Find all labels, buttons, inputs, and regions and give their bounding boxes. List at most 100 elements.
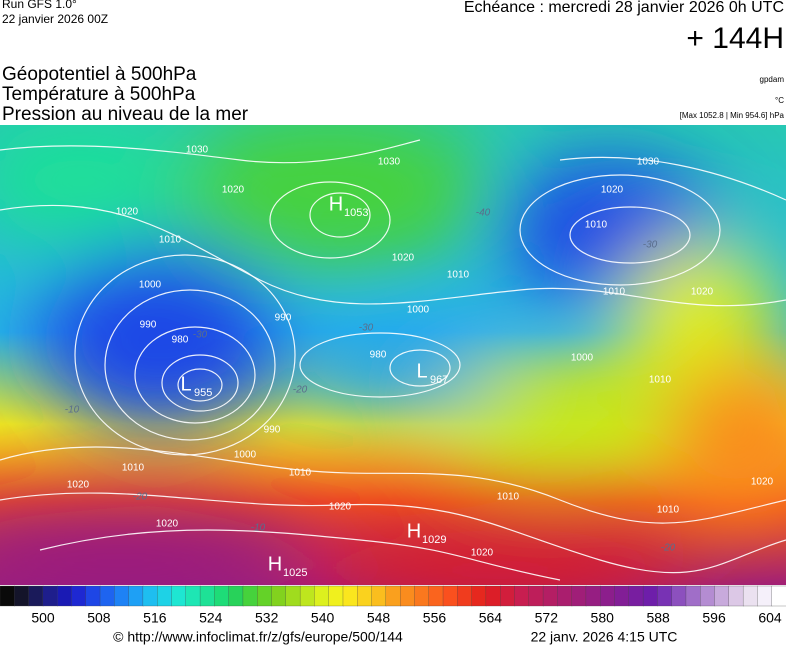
colorbar-swatch	[57, 585, 73, 607]
valid-time: Echéance : mercredi 28 janvier 2026 0h U…	[464, 0, 784, 16]
colorbar-swatch	[171, 585, 187, 607]
colorbar-swatch	[342, 585, 358, 607]
pressure-center-letter: L	[180, 373, 191, 395]
field-title: Température à 500hPa	[2, 84, 196, 105]
colorbar-swatch	[0, 585, 15, 607]
isobar-label: 1030	[186, 145, 209, 156]
colorbar-swatch	[671, 585, 687, 607]
colorbar-swatch	[199, 585, 216, 607]
isobar-label: 1030	[378, 157, 401, 168]
temperature-label: -40	[476, 208, 491, 219]
colorbar-swatch	[14, 585, 30, 607]
isobar-label: 1020	[392, 253, 415, 264]
colorbar-swatch	[614, 585, 630, 607]
colorbar-swatch	[471, 585, 487, 607]
colorbar-tick-label: 540	[311, 610, 335, 626]
isobar-label: 990	[140, 320, 157, 331]
colorbar-swatch	[442, 585, 458, 607]
isobar-label: 980	[172, 335, 189, 346]
pressure-center-letter: L	[416, 360, 427, 382]
colorbar-tick-label: 564	[479, 610, 503, 626]
colorbar-tick-label: 532	[255, 610, 279, 626]
colorbar-swatch	[657, 585, 673, 607]
colorbar-swatch	[399, 585, 416, 607]
unit: gpdam	[760, 75, 785, 84]
colorbar-swatch	[628, 585, 644, 607]
colorbar-swatch	[328, 585, 344, 607]
colorbar-swatch	[414, 585, 430, 607]
pressure-center-value: 967	[430, 374, 448, 386]
colorbar-swatch	[142, 585, 158, 607]
isobar-label: 1010	[159, 235, 182, 246]
isobar-label: 1020	[471, 548, 494, 559]
colorbar-swatch	[128, 585, 144, 607]
colorbar-swatch	[114, 585, 130, 607]
isobar-label: 1010	[122, 463, 145, 474]
temperature-label: -30	[359, 323, 374, 334]
pressure-center-value: 1053	[344, 207, 368, 219]
colorbar-swatch	[385, 585, 401, 607]
colorbar-tick-label: 516	[143, 610, 167, 626]
colorbar-swatch	[314, 585, 330, 607]
colorbar-swatch	[514, 585, 530, 607]
isobar-label: 1000	[407, 305, 430, 316]
unit: °C	[775, 96, 784, 105]
field-title: Géopotentiel à 500hPa	[2, 64, 197, 85]
isobar-label: 1010	[603, 287, 626, 298]
colorbar-swatch	[757, 585, 773, 607]
colorbar-tick-label: 588	[646, 610, 670, 626]
isobar-label: 1020	[67, 480, 90, 491]
colorbar-tick-label: 580	[591, 610, 615, 626]
isobar-label: 990	[264, 425, 281, 436]
isobar-label: 1030	[637, 157, 660, 168]
run-label: Run GFS 1.0°	[2, 0, 77, 11]
colorbar-swatch	[28, 585, 44, 607]
colorbar-tick-label: 596	[702, 610, 726, 626]
isobar-label: 1010	[649, 375, 672, 386]
isobar-label: 1010	[657, 505, 680, 516]
colorbar-swatch	[571, 585, 587, 607]
isobar-label: 1020	[691, 287, 714, 298]
colorbar-tick-label: 556	[423, 610, 447, 626]
colorbar-swatch	[85, 585, 101, 607]
pressure-center-letter: H	[329, 193, 343, 215]
colorbar-swatch	[485, 585, 501, 607]
isobars	[0, 139, 786, 581]
colorbar-swatch	[299, 585, 316, 607]
isobar-label: 1010	[289, 468, 312, 479]
isobar-label: 1020	[156, 519, 179, 530]
generated-time: 22 janv. 2026 4:15 UTC	[531, 629, 678, 645]
colorbar-swatch	[185, 585, 201, 607]
temperature-label: -10	[251, 523, 266, 534]
isobar-label: 1000	[571, 353, 594, 364]
colorbar-swatch	[71, 585, 87, 607]
isobar-label: 1020	[601, 185, 624, 196]
temperature-label: -20	[133, 492, 148, 503]
colorbar: 500 508 516 524 532 540 548 556 564 572 580 588 596 6…	[0, 585, 786, 626]
colorbar-swatch	[700, 585, 716, 607]
colorbar-swatch	[42, 585, 58, 607]
pressure-center-value: 1029	[422, 534, 446, 546]
colorbar-tick-label: 548	[367, 610, 391, 626]
colorbar-swatch	[242, 585, 258, 607]
colorbar-tick-label: 500	[31, 610, 55, 626]
isobar-label: 1000	[139, 280, 162, 291]
isobar-label: 1010	[585, 220, 608, 231]
isobar-label: 1020	[222, 185, 245, 196]
colorbar-swatch	[685, 585, 701, 607]
isobar-label: 1020	[329, 502, 352, 513]
unit: [Max 1052.8 | Min 954.6] hPa	[680, 111, 785, 120]
temperature-label: -30	[643, 240, 658, 251]
pressure-center-value: 1025	[283, 567, 307, 579]
isobar-label: 1010	[447, 270, 470, 281]
colorbar-swatch	[457, 585, 473, 607]
pressure-center-letter: H	[268, 553, 282, 575]
run-date: 22 janvier 2026 00Z	[2, 12, 108, 26]
temperature-label: -20	[293, 385, 308, 396]
temperature-label: -30	[193, 330, 208, 341]
colorbar-swatch	[228, 585, 244, 607]
colorbar-swatch	[585, 585, 601, 607]
source-link[interactable]: © http://www.infoclimat.fr/z/gfs/europe/…	[113, 629, 403, 645]
